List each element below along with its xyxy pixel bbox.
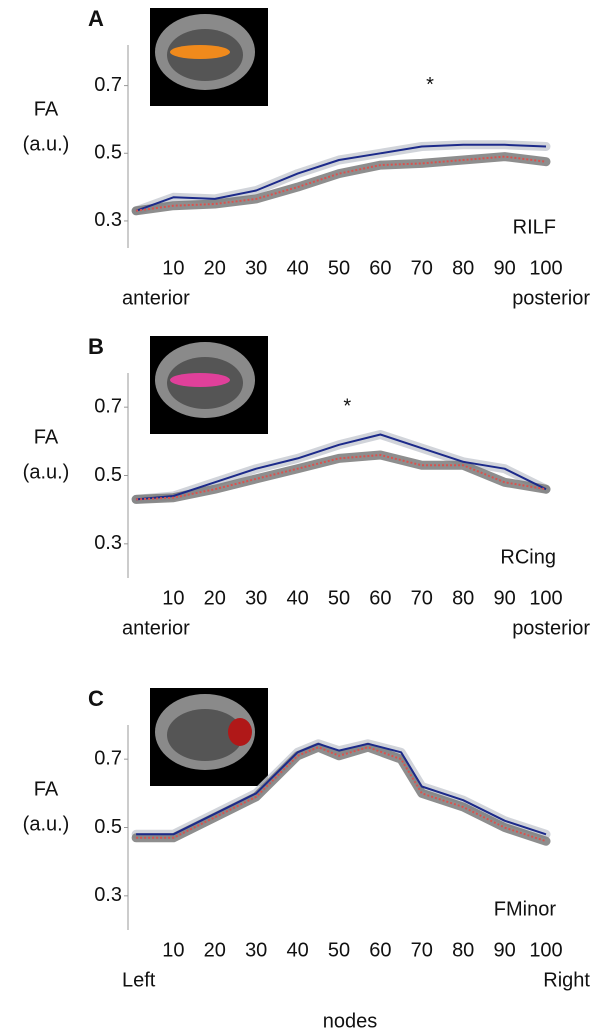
x-tick-label: 100 xyxy=(529,587,562,609)
x-tick-label: 90 xyxy=(493,257,515,279)
x-end-label: posterior xyxy=(512,287,590,309)
x-tick-label: 80 xyxy=(452,257,474,279)
x-axis-label: nodes xyxy=(323,1010,378,1032)
inset-image xyxy=(150,688,268,786)
x-tick-label: 60 xyxy=(369,257,391,279)
y-tick-label: 0.3 xyxy=(94,209,122,231)
panel-letter: C xyxy=(88,686,104,711)
inset-tract xyxy=(170,45,230,59)
x-tick-label: 10 xyxy=(162,587,184,609)
series-band xyxy=(136,157,546,211)
x-tick-label: 30 xyxy=(245,939,267,961)
x-tick-label: 40 xyxy=(286,257,308,279)
significance-marker: * xyxy=(426,74,434,96)
y-axis-label: (a.u.) xyxy=(23,813,70,835)
inset-tract xyxy=(170,373,230,387)
x-tick-label: 60 xyxy=(369,587,391,609)
x-tick-label: 10 xyxy=(162,939,184,961)
x-tick-label: 70 xyxy=(411,257,433,279)
y-axis-label: (a.u.) xyxy=(23,133,70,155)
tract-label: RILF xyxy=(513,216,556,238)
x-tick-label: 20 xyxy=(204,257,226,279)
x-tick-label: 90 xyxy=(493,587,515,609)
panel-letter: A xyxy=(88,6,104,31)
y-axis-label: FA xyxy=(34,98,59,120)
x-tick-label: 50 xyxy=(328,587,350,609)
x-end-label: posterior xyxy=(512,617,590,639)
y-axis-label: FA xyxy=(34,778,59,800)
x-tick-label: 40 xyxy=(286,939,308,961)
x-start-label: anterior xyxy=(122,287,190,309)
inset-tract xyxy=(228,718,252,746)
y-tick-label: 0.7 xyxy=(94,395,122,417)
y-tick-label: 0.7 xyxy=(94,747,122,769)
x-tick-label: 80 xyxy=(452,939,474,961)
y-tick-label: 0.5 xyxy=(94,142,122,164)
x-tick-label: 10 xyxy=(162,257,184,279)
y-tick-label: 0.5 xyxy=(94,464,122,486)
x-tick-label: 70 xyxy=(411,587,433,609)
significance-marker: * xyxy=(343,395,351,417)
x-tick-label: 80 xyxy=(452,587,474,609)
x-tick-label: 100 xyxy=(529,257,562,279)
y-tick-label: 0.3 xyxy=(94,884,122,906)
x-tick-label: 70 xyxy=(411,939,433,961)
x-tick-label: 30 xyxy=(245,587,267,609)
figure: A FA (a.u.) 0.3 0.5 0.7 10 20 30 40 50 60 70 80 90 100 a… xyxy=(0,0,594,1036)
y-tick-label: 0.3 xyxy=(94,532,122,554)
x-start-label: anterior xyxy=(122,617,190,639)
x-tick-label: 50 xyxy=(328,939,350,961)
y-axis-label: FA xyxy=(34,426,59,448)
x-tick-label: 20 xyxy=(204,587,226,609)
x-tick-label: 60 xyxy=(369,939,391,961)
y-axis-label: (a.u.) xyxy=(23,461,70,483)
x-tick-label: 50 xyxy=(328,257,350,279)
x-tick-label: 100 xyxy=(529,939,562,961)
tract-label: FMinor xyxy=(494,898,557,920)
x-tick-label: 30 xyxy=(245,257,267,279)
panel-letter: B xyxy=(88,334,104,359)
y-tick-label: 0.7 xyxy=(94,74,122,96)
y-tick-label: 0.5 xyxy=(94,816,122,838)
inset-image xyxy=(150,8,268,106)
x-tick-label: 20 xyxy=(204,939,226,961)
inset-image xyxy=(150,336,268,434)
x-tick-label: 90 xyxy=(493,939,515,961)
x-start-label: Left xyxy=(122,969,156,991)
tract-label: RCing xyxy=(500,546,556,568)
x-tick-label: 40 xyxy=(286,587,308,609)
x-end-label: Right xyxy=(543,969,590,991)
